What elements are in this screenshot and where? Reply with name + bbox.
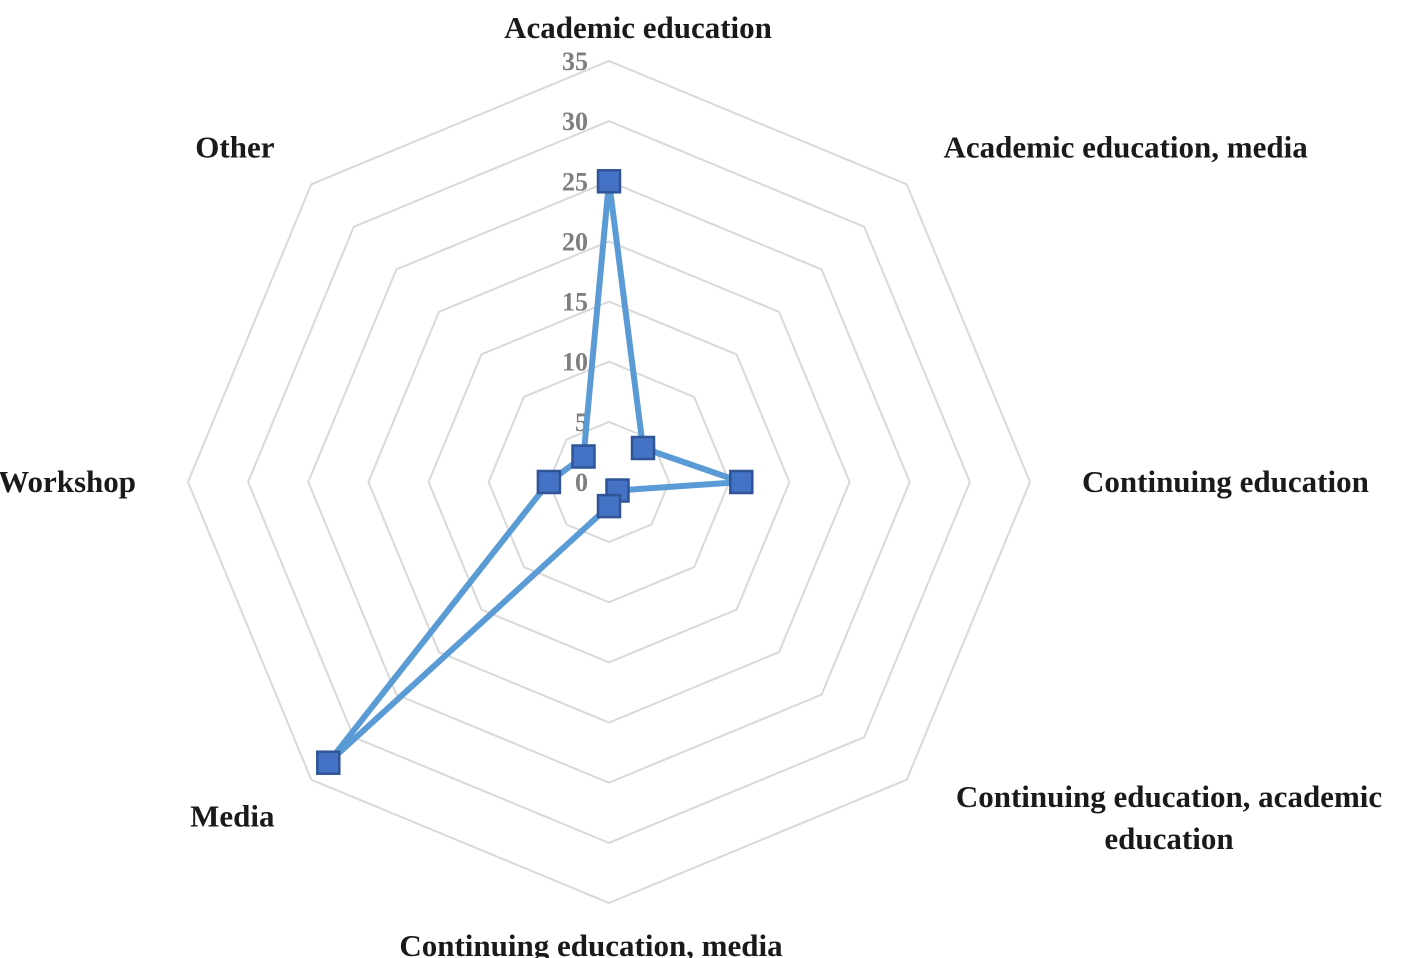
data-point-marker bbox=[729, 469, 754, 495]
category-label-line: Media bbox=[190, 799, 275, 834]
category-label: Continuing education, media bbox=[399, 928, 783, 958]
category-label: Workshop bbox=[0, 464, 136, 499]
tick-label: 10 bbox=[562, 348, 588, 377]
tick-label: 35 bbox=[562, 47, 588, 76]
tick-label: 15 bbox=[562, 288, 588, 317]
category-label: Continuing education, academic education bbox=[956, 779, 1382, 856]
grid-ring bbox=[367, 240, 851, 724]
data-point-marker bbox=[630, 435, 656, 461]
category-label: Other bbox=[195, 130, 274, 165]
grid-ring bbox=[186, 59, 1032, 905]
category-label-line: Continuing education, media bbox=[399, 928, 783, 958]
tick-label: 20 bbox=[562, 227, 588, 256]
series-layer bbox=[316, 169, 754, 775]
radar-grid bbox=[186, 59, 1032, 905]
category-labels: Academic education Academic education, me… bbox=[0, 10, 1382, 958]
series-line bbox=[325, 180, 743, 765]
data-point-marker bbox=[596, 169, 622, 194]
category-label-line: education bbox=[1104, 821, 1233, 856]
data-point-marker bbox=[536, 469, 562, 495]
grid-ring bbox=[427, 300, 791, 664]
tick-label: 25 bbox=[562, 167, 588, 196]
grid-ring bbox=[247, 120, 971, 844]
category-label-line: Continuing education bbox=[1082, 464, 1369, 499]
category-label: Academic education, media bbox=[944, 130, 1309, 165]
category-label-line: Workshop bbox=[0, 464, 136, 499]
category-label: Continuing education bbox=[1082, 464, 1369, 499]
data-point-marker bbox=[596, 493, 622, 519]
data-point-marker bbox=[571, 444, 596, 469]
category-label: Academic education bbox=[504, 10, 772, 45]
category-label: Media bbox=[190, 799, 275, 834]
category-label-line: Other bbox=[195, 130, 274, 165]
tick-label: 30 bbox=[562, 107, 588, 136]
tick-label: 0 bbox=[575, 468, 588, 497]
category-label-line: Continuing education, academic bbox=[956, 779, 1382, 814]
data-point-marker bbox=[316, 750, 341, 775]
category-label-line: Academic education bbox=[504, 10, 772, 45]
grid-ring bbox=[487, 360, 731, 604]
grid-ring bbox=[307, 180, 911, 784]
category-label-line: Academic education, media bbox=[944, 130, 1309, 165]
